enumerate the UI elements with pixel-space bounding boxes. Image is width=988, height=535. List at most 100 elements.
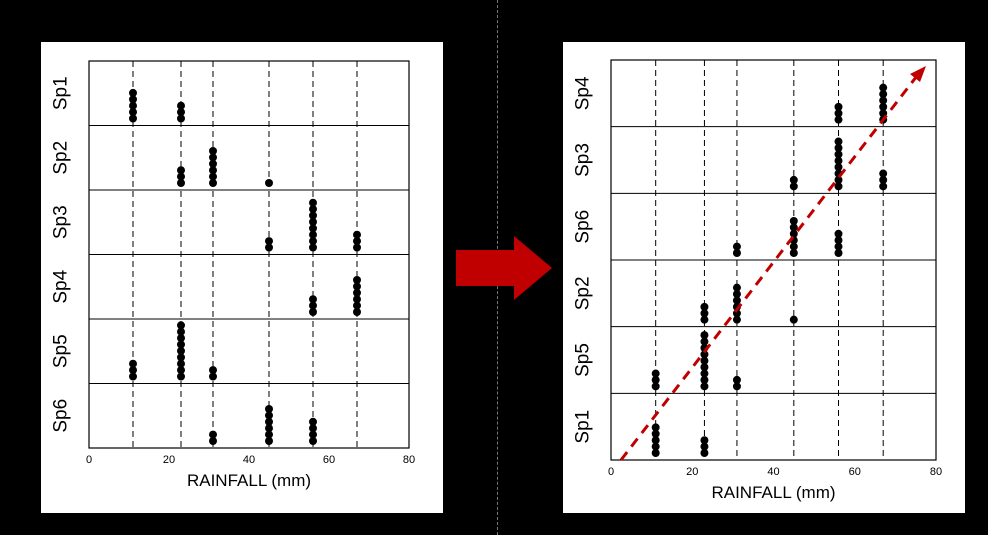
data-point <box>129 101 137 110</box>
data-point <box>732 375 741 384</box>
data-point <box>789 249 798 257</box>
data-point <box>789 182 798 191</box>
data-point <box>177 366 185 375</box>
data-point <box>265 417 273 426</box>
data-point <box>353 243 361 252</box>
x-tick-label: 20 <box>163 454 175 466</box>
data-point <box>177 372 185 381</box>
data-point <box>834 242 843 251</box>
data-point <box>209 166 217 175</box>
data-point <box>834 236 843 245</box>
data-point <box>700 442 709 451</box>
data-point <box>834 156 843 165</box>
data-point <box>129 108 137 117</box>
data-point <box>834 163 843 172</box>
row-label-sp4: Sp4 <box>51 269 72 303</box>
data-point <box>209 366 217 375</box>
data-point <box>651 382 660 391</box>
data-point <box>789 229 798 238</box>
data-point <box>353 308 361 316</box>
data-point <box>177 340 185 349</box>
data-point <box>700 350 709 359</box>
data-point <box>732 249 741 257</box>
data-point <box>700 369 709 378</box>
data-point <box>209 179 217 187</box>
data-point <box>129 95 137 104</box>
data-point <box>177 346 185 355</box>
data-point <box>700 375 709 384</box>
data-point <box>700 363 709 372</box>
data-point <box>834 175 843 184</box>
data-point <box>177 327 185 336</box>
data-point <box>700 356 709 365</box>
data-point <box>732 315 741 324</box>
x-tick-label: 0 <box>608 466 614 478</box>
x-tick-label: 0 <box>86 454 92 466</box>
data-point <box>309 198 317 207</box>
data-point <box>651 449 660 457</box>
data-point <box>177 166 185 175</box>
data-point <box>732 382 741 391</box>
data-point <box>129 88 137 97</box>
data-point <box>177 114 185 123</box>
data-point <box>265 179 273 187</box>
row-label-sp6: Sp6 <box>573 210 594 244</box>
data-point <box>309 437 317 445</box>
data-point <box>309 205 317 214</box>
data-point <box>651 423 660 432</box>
left-chart: 0 20 40 60 80 RAINFALL (mm) Sp1 Sp2 Sp3 Sp4 Sp5 Sp6 <box>51 60 415 490</box>
data-point <box>834 109 843 118</box>
left-chart-panel: 0 20 40 60 80 RAINFALL (mm) Sp1 Sp2 Sp3 Sp4 Sp5 Sp6 <box>41 42 443 513</box>
data-point <box>309 301 317 310</box>
data-point <box>879 96 888 105</box>
data-point <box>309 224 317 233</box>
data-point <box>789 242 798 251</box>
right-chart: 0 20 40 60 80 RAINFALL (mm) Sp4 Sp3 Sp6 Sp2 Sp5 Sp1 <box>573 59 942 502</box>
data-point <box>789 217 798 225</box>
row-label-sp6: Sp6 <box>51 399 72 433</box>
data-point <box>309 217 317 226</box>
data-point <box>879 169 888 178</box>
data-point <box>700 449 709 457</box>
data-point <box>700 331 709 340</box>
data-point <box>129 114 137 123</box>
x-tick-label: 20 <box>686 466 698 478</box>
data-point <box>651 429 660 438</box>
data-point <box>651 369 660 378</box>
data-point <box>879 102 888 111</box>
data-point <box>265 243 273 252</box>
data-point <box>789 315 798 324</box>
data-point <box>879 175 888 184</box>
data-point <box>177 179 185 187</box>
data-point <box>209 172 217 181</box>
data-point <box>651 442 660 451</box>
data-point <box>353 301 361 310</box>
data-point <box>732 290 741 299</box>
data-point <box>353 230 361 239</box>
trend-line <box>619 71 922 461</box>
data-point <box>700 302 709 311</box>
data-point <box>834 115 843 124</box>
x-tick-label: 80 <box>930 466 942 478</box>
row-label-sp3: Sp3 <box>51 205 72 239</box>
data-point <box>834 249 843 257</box>
data-point <box>353 237 361 246</box>
data-point <box>700 337 709 346</box>
data-point <box>700 382 709 391</box>
x-tick-label: 40 <box>243 454 255 466</box>
data-point <box>265 430 273 439</box>
data-point <box>309 417 317 426</box>
data-point <box>353 295 361 304</box>
data-point <box>309 230 317 239</box>
data-point <box>353 276 361 284</box>
trend-arrowhead <box>910 66 926 82</box>
data-point <box>265 411 273 420</box>
row-label-sp4: Sp4 <box>573 76 594 110</box>
data-point <box>353 282 361 291</box>
data-point <box>834 229 843 238</box>
data-point <box>265 437 273 445</box>
data-point <box>177 353 185 362</box>
data-point <box>209 430 217 439</box>
x-tick-label: 60 <box>849 466 861 478</box>
data-point <box>265 237 273 246</box>
